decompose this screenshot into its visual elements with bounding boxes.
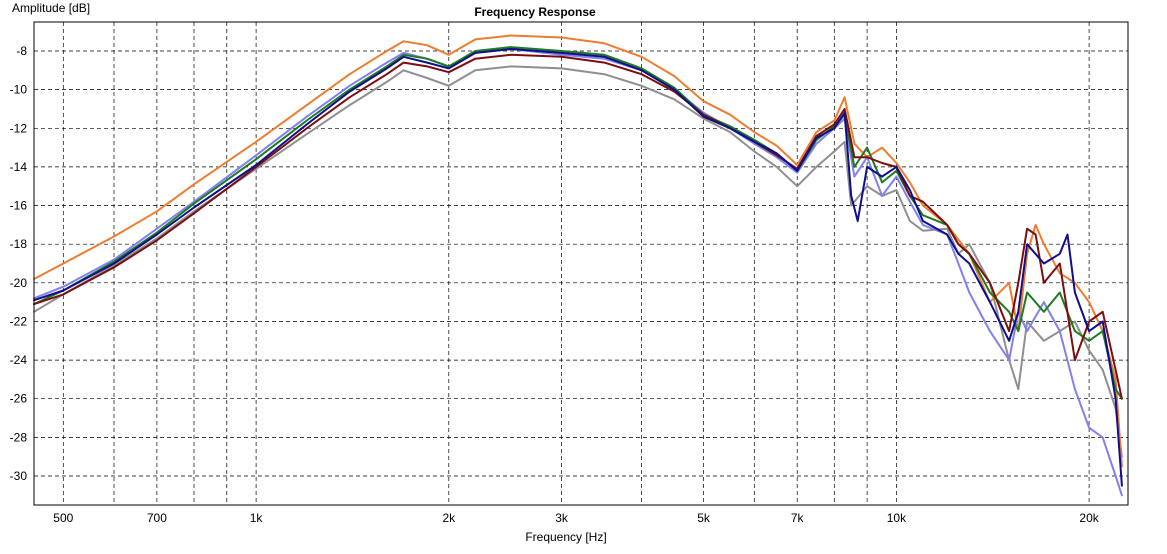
plot-border (33, 21, 1129, 506)
y-tick-label: -28 (10, 430, 28, 444)
y-tick-label: -10 (10, 83, 28, 97)
chart-title: Frequency Response (474, 5, 596, 19)
x-tick-label: 20k (1079, 511, 1099, 525)
series-line (33, 65, 1123, 458)
y-tick-label: -18 (10, 237, 28, 251)
x-tick-label: 5k (697, 511, 711, 525)
series-line (33, 48, 1123, 497)
x-axis-label: Frequency [Hz] (525, 530, 606, 544)
y-tick-label: -12 (10, 121, 28, 135)
x-tick-label: 1k (250, 511, 264, 525)
x-tick-label: 10k (887, 511, 907, 525)
y-axis-label: Amplitude [dB] (12, 1, 90, 15)
series-line (33, 48, 1123, 487)
grid-layer (34, 22, 1128, 505)
x-tick-label: 500 (53, 511, 73, 525)
x-tick-label: 3k (555, 511, 569, 525)
y-tick-label: -26 (10, 392, 28, 406)
y-tick-label: -16 (10, 199, 28, 213)
y-tick-label: -20 (10, 276, 28, 290)
y-tick-label: -22 (10, 315, 28, 329)
x-tick-label: 700 (147, 511, 167, 525)
tick-layer: -8 -10 -12 -14 -16 -18 -20 -22 -24 -26 -28 -30 500 70… (10, 44, 1100, 525)
series-line (33, 53, 1123, 400)
series-line (33, 46, 1123, 400)
series-layer (33, 34, 1123, 497)
y-tick-label: -30 (10, 469, 28, 483)
x-tick-label: 7k (791, 511, 805, 525)
x-tick-label: 2k (442, 511, 456, 525)
y-tick-label: -24 (10, 353, 28, 367)
series-line (33, 34, 1123, 468)
y-tick-label: -14 (10, 160, 28, 174)
y-tick-label: -8 (16, 44, 27, 58)
